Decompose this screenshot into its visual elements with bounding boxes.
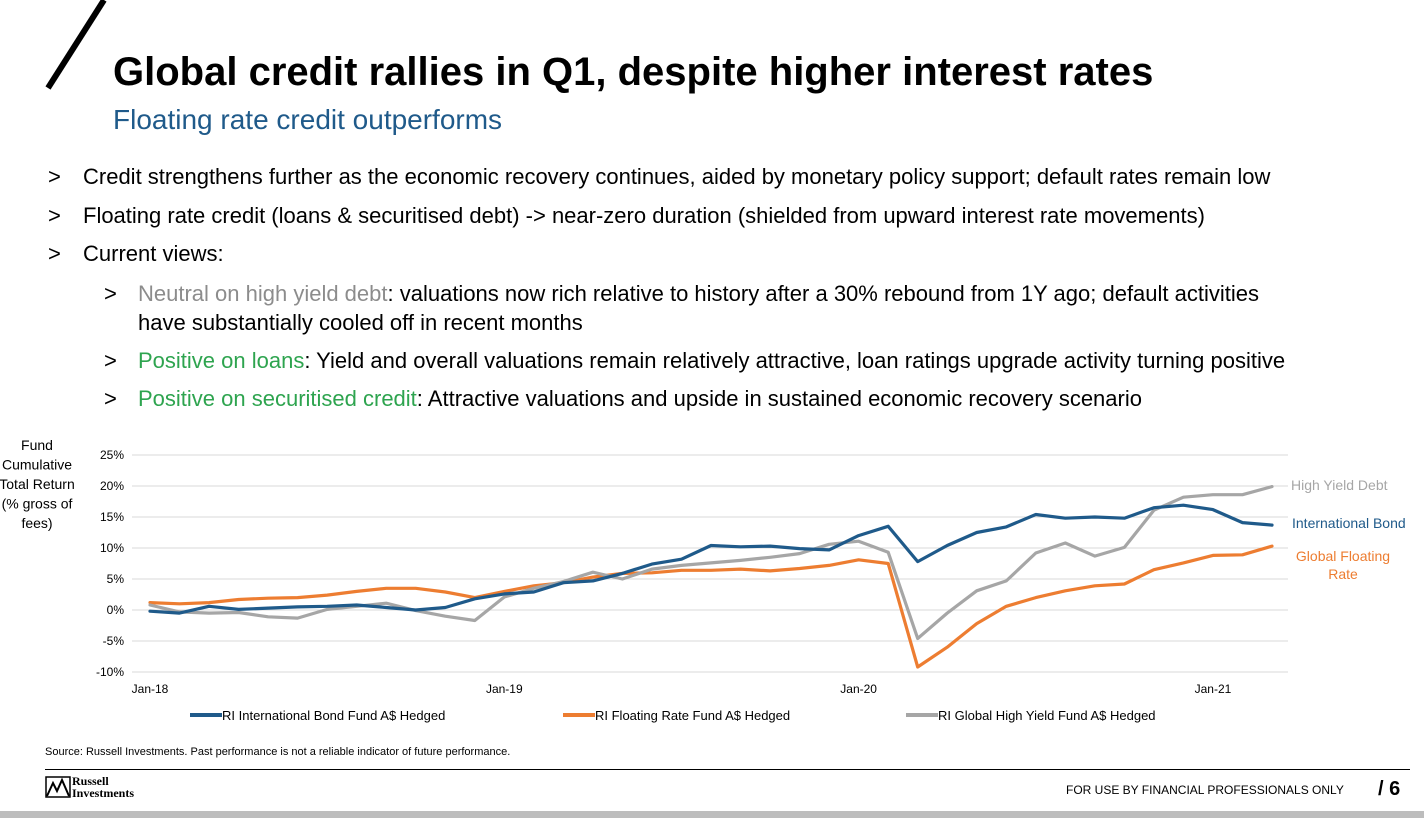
bullet-marker: > <box>48 164 61 189</box>
cumulative-return-chart: -10% -5% 0% 5% 10% 15% 20% 25% Jan-18 Jan-19 Jan-2… <box>0 437 1406 723</box>
sub-bullet-lead: Positive on securitised credit <box>138 386 417 411</box>
y-tick-label: 0% <box>107 603 125 617</box>
x-tick-label: Jan-18 <box>132 682 169 696</box>
logo-mark-icon <box>45 776 71 798</box>
y-tick-label: 25% <box>100 448 124 462</box>
bullet-current-views: Current views: <box>83 241 224 266</box>
sub-bullet-text: : Yield and overall valuations remain re… <box>304 348 1286 373</box>
page-title: Global credit rallies in Q1, despite hig… <box>113 50 1154 94</box>
russell-investments-logo: Russell Investments <box>45 774 134 800</box>
x-tick-label: Jan-19 <box>486 682 523 696</box>
y-tick-label: -10% <box>96 665 124 679</box>
sub-bullet-loans: Positive on loans: Yield and overall val… <box>138 346 1285 375</box>
sub-bullet-lead: Positive on loans <box>138 348 305 373</box>
series-end-label: International Bond <box>1292 515 1406 531</box>
series-end-label: Rate <box>1328 566 1358 582</box>
sub-bullet-text: : Attractive valuations and upside in su… <box>416 386 1142 411</box>
bullet-marker: > <box>48 241 61 266</box>
legend-entry: RI Floating Rate Fund A$ Hedged <box>595 708 790 723</box>
series-end-label: High Yield Debt <box>1291 477 1388 493</box>
y-tick-label: 20% <box>100 479 124 493</box>
y-axis-label: fees) <box>21 515 52 531</box>
page-subtitle: Floating rate credit outperforms <box>113 104 503 135</box>
x-tick-label: Jan-21 <box>1195 682 1232 696</box>
y-tick-label: 10% <box>100 541 124 555</box>
bullet-credit-strengthens: Credit strengthens further as the econom… <box>83 164 1271 189</box>
y-axis-label: (% gross of <box>2 496 73 512</box>
y-axis-label: Fund <box>21 437 53 453</box>
sub-bullet-text: : valuations now rich relative to histor… <box>387 281 1260 306</box>
sub-bullet-marker: > <box>104 348 117 373</box>
slash-decoration <box>45 0 107 90</box>
sub-bullet-securitised: Positive on securitised credit: Attracti… <box>138 384 1142 413</box>
source-note: Source: Russell Investments. Past perfor… <box>45 746 511 758</box>
logo-text-russell: Russell <box>72 774 109 788</box>
bullet-floating-rate: Floating rate credit (loans & securitise… <box>83 203 1205 228</box>
y-tick-label: 5% <box>107 572 125 586</box>
sub-bullet-lead: Neutral on high yield debt <box>138 281 388 306</box>
sub-bullet-high-yield-cont: have substantially cooled off in recent … <box>138 310 583 335</box>
y-axis-label: Cumulative <box>2 457 72 473</box>
bullet-marker: > <box>48 203 61 228</box>
footer-divider <box>45 769 1410 770</box>
sub-bullet-marker: > <box>104 281 117 306</box>
legend-entry: RI International Bond Fund A$ Hedged <box>222 708 445 723</box>
series-end-label: Global Floating <box>1296 548 1390 564</box>
bottom-bar <box>0 811 1424 818</box>
y-tick-label: 15% <box>100 510 124 524</box>
y-tick-label: -5% <box>103 634 125 648</box>
x-tick-label: Jan-20 <box>840 682 877 696</box>
series-line <box>148 544 1274 669</box>
sub-bullet-marker: > <box>104 386 117 411</box>
legend-entry: RI Global High Yield Fund A$ Hedged <box>938 708 1156 723</box>
footer-disclaimer: FOR USE BY FINANCIAL PROFESSIONALS ONLY <box>1066 783 1344 797</box>
logo-text-investments: Investments <box>72 786 134 800</box>
sub-bullet-high-yield: Neutral on high yield debt: valuations n… <box>138 279 1259 308</box>
series-line <box>148 484 1274 641</box>
page-number: / 6 <box>1378 778 1401 800</box>
y-axis-label: Total Return <box>0 476 75 492</box>
series-line <box>148 503 1274 615</box>
